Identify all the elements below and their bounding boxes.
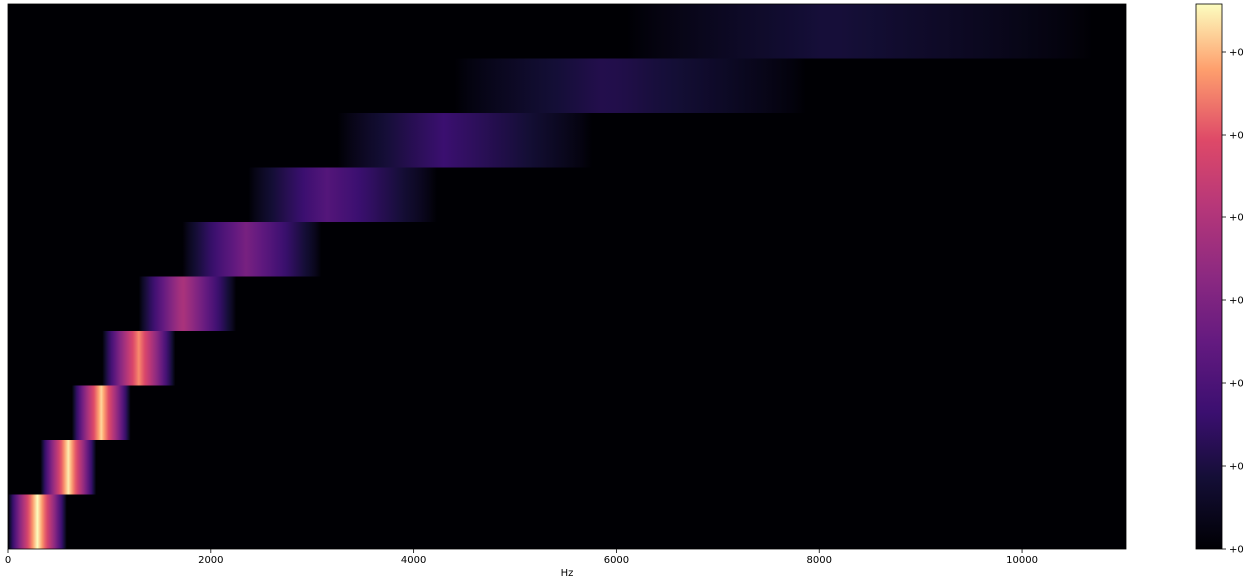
heatmap-band-2	[40, 440, 97, 495]
heatmap-band-5	[138, 276, 237, 331]
heatmap-band-3	[71, 385, 131, 440]
x-tick-label: 4000	[401, 555, 426, 566]
colorbar-tick-label: +0	[1229, 379, 1244, 390]
heatmap-bands	[8, 4, 1094, 549]
heatmap-band-1	[8, 494, 67, 549]
colorbar-ticks: +0 +0 +0 +0 +0 +0 +0	[1222, 48, 1244, 556]
colorbar-tick-label: +0	[1229, 296, 1244, 307]
heatmap-band-9	[454, 58, 807, 113]
x-axis: 0 2000 4000 6000 8000 10000	[5, 549, 1038, 566]
x-axis-label: Hz	[561, 568, 574, 579]
heatmap-band-7	[248, 167, 437, 222]
x-tick-label: 10000	[1006, 555, 1038, 566]
heatmap-band-10	[626, 4, 1094, 59]
x-tick-label: 2000	[198, 555, 223, 566]
heatmap-band-4	[102, 331, 176, 386]
x-tick-label: 8000	[807, 555, 832, 566]
colorbar-tick-label: +0	[1229, 48, 1244, 59]
colorbar-tick-label: +0	[1229, 131, 1244, 142]
heatmap-band-6	[182, 222, 322, 277]
x-tick-label: 6000	[604, 555, 629, 566]
colorbar	[1195, 3, 1223, 550]
colorbar-tick-label: +0	[1229, 213, 1244, 224]
heatmap-band-8	[337, 113, 593, 168]
colorbar-tick-label: +0	[1229, 462, 1244, 473]
x-tick-label: 0	[5, 555, 11, 566]
colorbar-tick-label: +0	[1229, 545, 1244, 556]
plot-frame	[7, 3, 1127, 550]
